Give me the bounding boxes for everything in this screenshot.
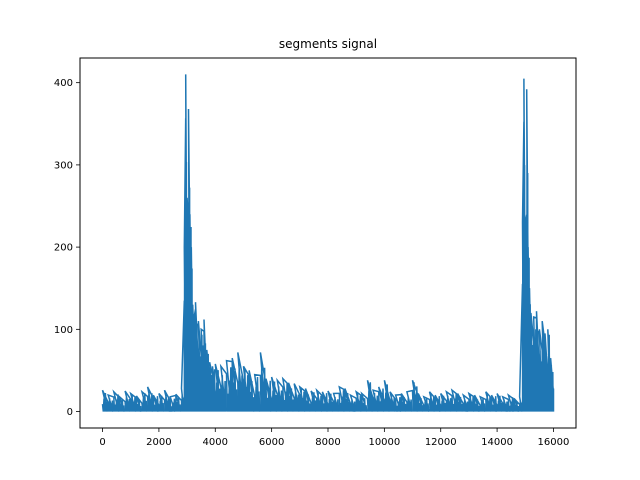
x-tick-label: 4000 xyxy=(203,437,228,448)
y-tick-label: 400 xyxy=(54,78,73,89)
x-tick-label: 6000 xyxy=(259,437,284,448)
series-line-0 xyxy=(101,74,555,412)
x-tick-label: 0 xyxy=(99,437,105,448)
chart-title: segments signal xyxy=(279,37,377,51)
y-axis: 0 100 200 300 400 xyxy=(54,78,80,418)
y-tick-label: 200 xyxy=(54,243,73,254)
x-tick-label: 8000 xyxy=(315,437,340,448)
y-tick-label: 0 xyxy=(67,407,73,418)
x-axis: 0 2000 4000 6000 8000 10000 12000 14000 16000 xyxy=(99,428,569,448)
x-tick-label: 12000 xyxy=(425,437,457,448)
y-tick-label: 100 xyxy=(54,325,73,336)
y-tick-label: 300 xyxy=(54,160,73,171)
x-tick-label: 16000 xyxy=(538,437,570,448)
x-tick-label: 14000 xyxy=(481,437,513,448)
x-tick-label: 10000 xyxy=(368,437,400,448)
x-tick-label: 2000 xyxy=(146,437,171,448)
plot-area xyxy=(101,74,555,412)
